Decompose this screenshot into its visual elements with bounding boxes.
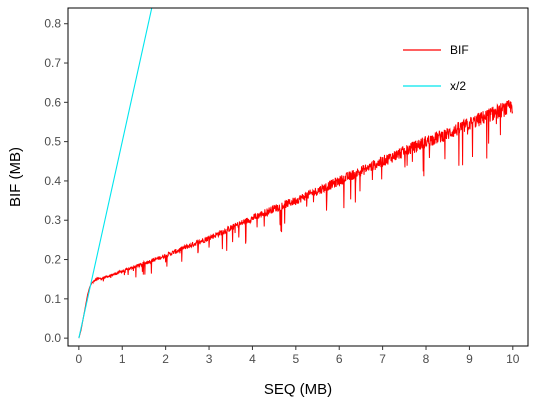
y-tick-label: 0.7: [44, 56, 61, 70]
y-tick-label: 0.6: [44, 95, 61, 109]
y-tick-label: 0.2: [44, 253, 61, 267]
y-axis-title: BIF (MB): [7, 147, 24, 207]
y-tick-label: 0.4: [44, 174, 61, 188]
legend-label: BIF: [450, 43, 469, 57]
x-tick-label: 3: [206, 352, 213, 366]
legend-label: x/2: [450, 79, 466, 93]
legend: BIF x/2: [403, 43, 469, 93]
x-tick-label: 8: [423, 352, 430, 366]
x-axis: 0 1 2 3 4 5 6 7 8 9 10: [76, 346, 520, 366]
y-tick-label: 0.3: [44, 213, 61, 227]
x-tick-label: 5: [292, 352, 299, 366]
x-axis-title: SEQ (MB): [264, 381, 332, 398]
x-tick-label: 6: [336, 352, 343, 366]
x-tick-label: 4: [249, 352, 256, 366]
x-tick-label: 0: [76, 352, 83, 366]
plot-area: [78, 8, 513, 339]
x-tick-label: 10: [506, 352, 520, 366]
y-tick-label: 0.0: [44, 331, 61, 345]
y-tick-label: 0.8: [44, 17, 61, 31]
x-tick-label: 9: [466, 352, 473, 366]
series-line-x-half: [78, 8, 153, 339]
x-tick-label: 2: [162, 352, 169, 366]
y-tick-label: 0.5: [44, 135, 61, 149]
series-line-bif: [78, 99, 513, 339]
x-tick-label: 1: [119, 352, 126, 366]
y-tick-label: 0.1: [44, 292, 61, 306]
x-tick-label: 7: [379, 352, 386, 366]
y-axis: 0.0 0.1 0.2 0.3 0.4 0.5 0.6 0.7 0.8: [44, 17, 68, 345]
plot-border: [67, 7, 529, 347]
